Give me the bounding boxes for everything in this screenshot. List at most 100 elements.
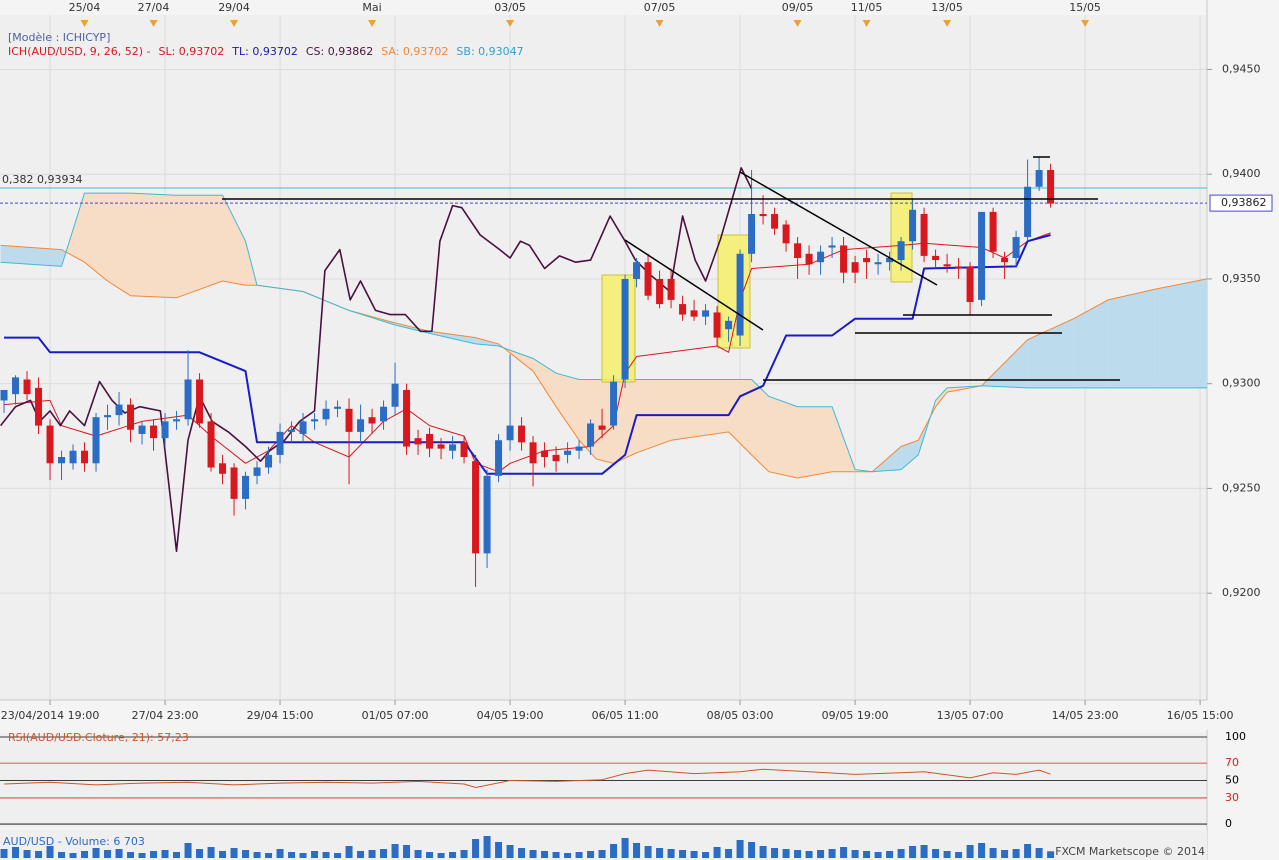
trend-line [624, 239, 764, 331]
volume-bar [23, 850, 31, 858]
rsi-line [3, 768, 1051, 788]
volume-bar [46, 846, 54, 858]
volume-bar [966, 845, 974, 858]
cloud-fill [768, 396, 798, 478]
candle-body [909, 209, 917, 242]
candle-body [955, 266, 963, 269]
volume-bar [874, 852, 882, 858]
volume-bar [656, 848, 664, 858]
volume-bar [518, 848, 526, 858]
candle-body [598, 425, 606, 430]
candle-body [736, 253, 744, 336]
drawings [222, 156, 1120, 381]
volume-bar [460, 850, 468, 858]
candle-body [851, 262, 859, 273]
cloud-fill [1027, 318, 1074, 388]
top-tick-label: 25/04 [69, 1, 101, 14]
candle-body [104, 415, 112, 418]
volume-bar [1047, 851, 1055, 858]
candle-body [725, 320, 733, 330]
volume-bar [702, 852, 710, 858]
candle-body [932, 255, 940, 261]
top-tick-label: 11/05 [851, 1, 883, 14]
candle-body [184, 379, 192, 420]
volume-bar [817, 850, 825, 858]
candle-body [702, 310, 710, 317]
candle-body [150, 425, 158, 439]
volume-bar [104, 850, 112, 858]
candle-body [472, 461, 480, 554]
cloud-fill [671, 379, 729, 441]
credit: FXCM Marketscope © 2014 [1055, 845, 1205, 858]
x-tick-label: 16/05 15:00 [1167, 709, 1234, 722]
candle-body [311, 419, 319, 422]
volume-bar [207, 847, 215, 858]
top-tick [862, 20, 871, 27]
volume-bar [299, 853, 307, 858]
y-tick-label: 0,9250 [1222, 481, 1261, 494]
cloud-fill [66, 193, 85, 263]
candle-body [483, 475, 491, 554]
candle-body [564, 450, 572, 455]
top-tick-label: 15/05 [1069, 1, 1101, 14]
x-tick-label: 23/04/2014 19:00 [1, 709, 100, 722]
rsi-tick-label: 100 [1225, 730, 1246, 743]
volume-bar [0, 849, 8, 858]
volume-bar [552, 852, 560, 858]
top-tick [506, 20, 515, 27]
candle-body [667, 278, 675, 300]
cloud-fill [107, 193, 131, 296]
candle-body [771, 214, 779, 229]
top-tick [368, 20, 377, 27]
volume-bar [736, 840, 744, 858]
candle-body [897, 241, 905, 261]
candle-body [621, 278, 629, 380]
candle-body [828, 245, 836, 248]
candle-body [1012, 237, 1020, 258]
volume-bar [575, 852, 583, 858]
top-tick-label: 07/05 [644, 1, 676, 14]
rsi-tick-label: 30 [1225, 791, 1239, 804]
candle-body [368, 417, 376, 424]
cloud-fill [1154, 278, 1207, 388]
candle-body [449, 444, 457, 451]
volume-bar [541, 851, 549, 858]
top-tick [943, 20, 952, 27]
candle-body [0, 389, 8, 401]
volume-title: AUD/USD - Volume: 6 703 [3, 835, 145, 848]
candle-body [23, 379, 31, 395]
candle-body [817, 251, 825, 263]
candle-body [541, 450, 549, 458]
volume-bar [115, 849, 123, 858]
candle-body [173, 419, 181, 422]
volume-bar [886, 851, 894, 858]
volume-bar [495, 842, 503, 858]
volume-bar [138, 853, 146, 858]
x-tick-label: 01/05 07:00 [362, 709, 429, 722]
volume-bar [472, 839, 480, 858]
volume-bar [587, 851, 595, 858]
volume-bar [805, 851, 813, 858]
volume: AUD/USD - Volume: 6 703 FXCM Marketscope … [0, 835, 1205, 858]
candle-body [966, 266, 974, 302]
last-price-box [1209, 194, 1273, 212]
candle-body [840, 245, 848, 273]
candle-body [679, 304, 687, 315]
candle-body [782, 224, 790, 244]
candle-body [12, 377, 20, 395]
candle-body [391, 383, 399, 407]
volume-bar [989, 848, 997, 858]
candle-body [794, 243, 802, 258]
candle-body [874, 262, 882, 265]
y-tick-label: 0,9300 [1222, 377, 1261, 390]
x-tick-label: 29/04 15:00 [247, 709, 314, 722]
cloud-fill [935, 387, 948, 407]
candle-body [863, 257, 871, 263]
volume-bar [345, 846, 353, 858]
candle-body [69, 450, 77, 464]
candle-body [759, 214, 767, 217]
volume-bar [1024, 844, 1032, 858]
candle-body [920, 214, 928, 256]
candle-body [633, 262, 641, 279]
volume-bar [978, 843, 986, 858]
